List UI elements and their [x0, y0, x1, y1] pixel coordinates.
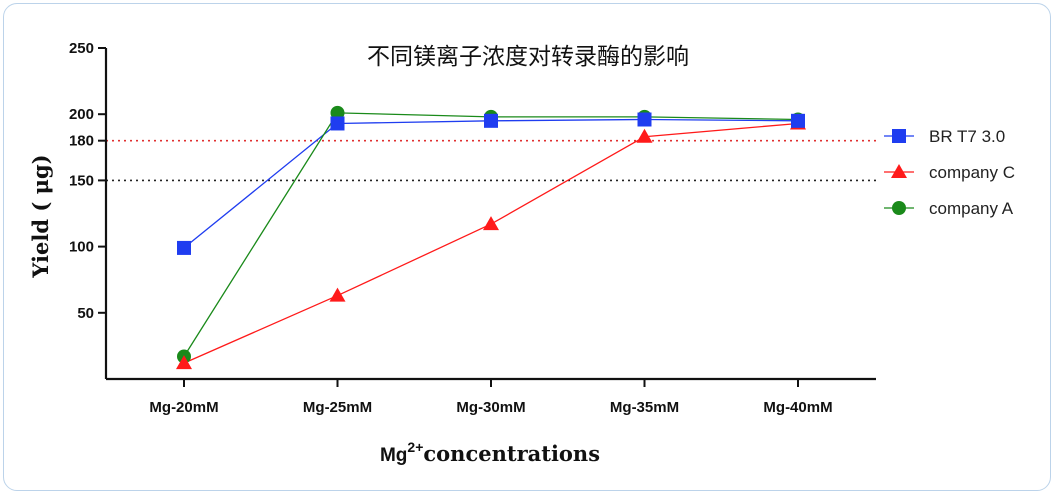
reference-lines: [106, 139, 878, 182]
x-tick-label-4: Mg-40mM: [763, 399, 832, 416]
series-1-point-2: [483, 216, 499, 231]
x-tick-label-2: Mg-30mM: [456, 399, 525, 416]
x-axis-title-suffix: concentrations: [423, 441, 600, 466]
y-tick-label-100: 100: [69, 239, 94, 256]
x-tick-label-0: Mg-20mM: [149, 399, 218, 416]
series-1-point-0: [176, 355, 192, 370]
x-ticks: Mg-20mM Mg-25mM Mg-30mM Mg-35mM Mg-40mM: [149, 379, 833, 416]
series-line-2: [183, 112, 799, 357]
y-tick-label-50: 50: [77, 305, 94, 322]
x-axis-title: Mg2+concentrations: [380, 439, 600, 466]
series-0-point-3: [637, 112, 652, 127]
series-0-point-0: [177, 240, 191, 255]
x-tick-label-3: Mg-35mM: [610, 399, 679, 416]
series-0-point-1: [330, 116, 345, 131]
legend-label-0: BR T7 3.0: [929, 127, 1005, 146]
legend-marker-0: [892, 129, 906, 143]
series-1-point-1: [329, 287, 346, 302]
legend-label-2: company A: [929, 199, 1014, 218]
series-0-point-4: [791, 113, 805, 128]
y-ticks: 50 100 150 180 200 250: [69, 40, 106, 322]
series-markers: [176, 105, 806, 370]
x-axis-title-superscript: 2+: [407, 439, 423, 455]
legend-marker-2: [892, 201, 906, 215]
legend-label-1: company C: [929, 163, 1015, 182]
y-tick-label-180: 180: [69, 133, 94, 150]
series-2-point-1: [330, 105, 345, 120]
legend-marker-1: [891, 164, 907, 178]
y-tick-label-200: 200: [69, 106, 94, 123]
axes: [104, 48, 876, 381]
series-line-1: [183, 122, 799, 364]
y-tick-label-250: 250: [69, 40, 94, 57]
chart-title: 不同镁离子浓度对转录酶的影响: [367, 44, 689, 70]
legend: BR T7 3.0 company C company A: [884, 127, 1015, 218]
y-axis-title: Yield ( μg): [28, 154, 53, 278]
series-lines: [183, 112, 799, 364]
series-0-point-2: [484, 113, 498, 128]
y-tick-label-150: 150: [69, 172, 94, 189]
x-axis-title-prefix: Mg: [380, 445, 407, 466]
series-1-point-3: [636, 128, 653, 143]
x-tick-label-1: Mg-25mM: [303, 399, 372, 416]
